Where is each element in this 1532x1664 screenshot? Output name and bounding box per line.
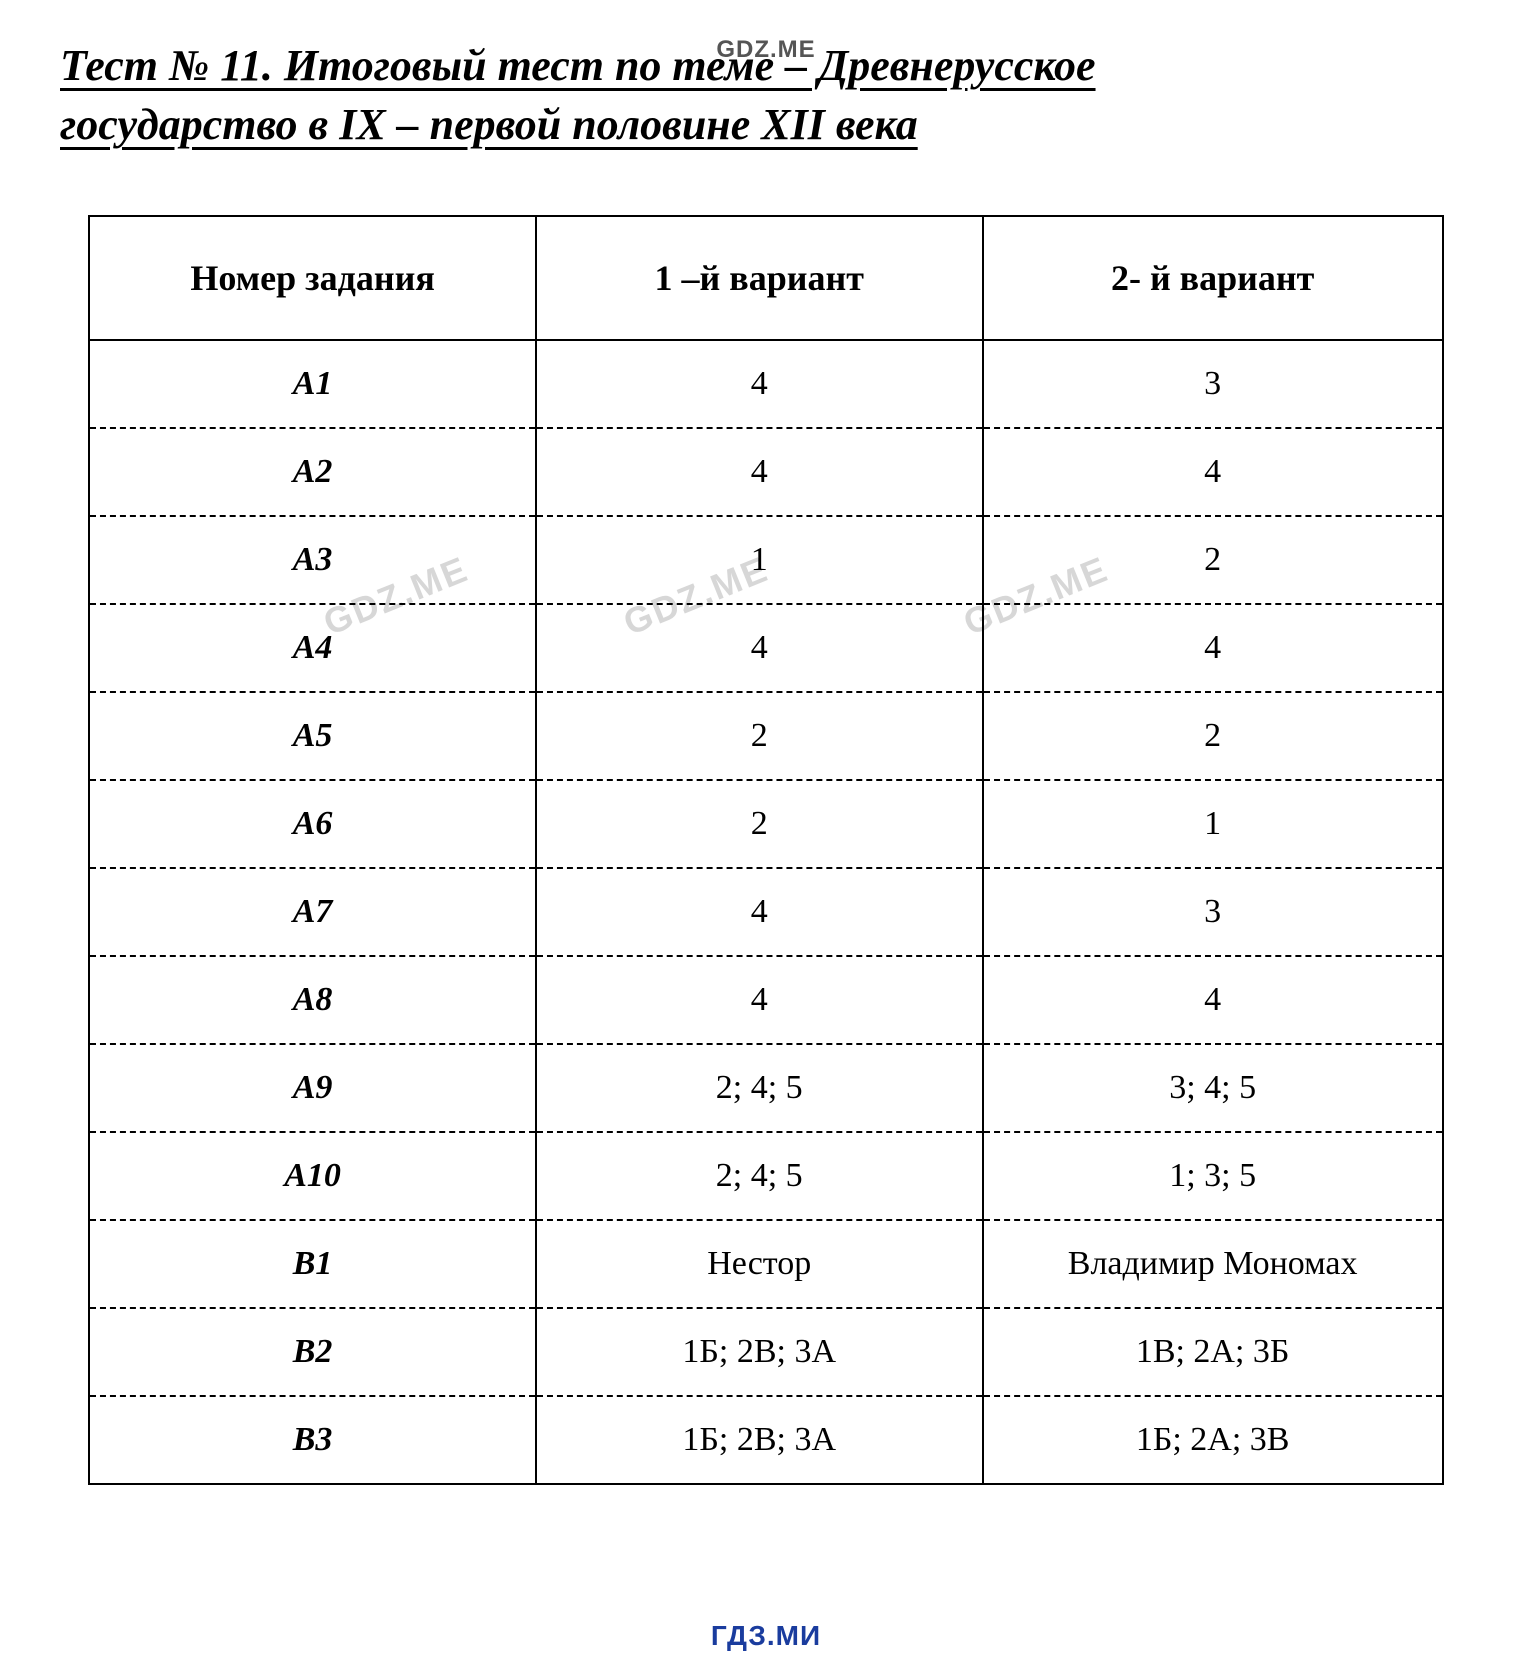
cell-task: А9 <box>89 1044 536 1132</box>
cell-v2: 4 <box>983 604 1443 692</box>
cell-v2: 4 <box>983 428 1443 516</box>
cell-v2: 1; 3; 5 <box>983 1132 1443 1220</box>
watermark-bottom: ГДЗ.МИ <box>711 1620 821 1652</box>
table-body: А1 4 3 А2 4 4 А3 1 2 А4 4 4 А5 2 <box>89 340 1443 1484</box>
col-header-task: Номер задания <box>89 216 536 340</box>
cell-v2: 4 <box>983 956 1443 1044</box>
cell-v2: 3 <box>983 340 1443 428</box>
cell-v2: 2 <box>983 516 1443 604</box>
cell-task: А5 <box>89 692 536 780</box>
table-row: А5 2 2 <box>89 692 1443 780</box>
cell-v1: 4 <box>536 340 983 428</box>
cell-task: А10 <box>89 1132 536 1220</box>
table-row: В3 1Б; 2В; 3А 1Б; 2А; 3В <box>89 1396 1443 1484</box>
table-row: В1 Нестор Владимир Мономах <box>89 1220 1443 1308</box>
cell-v2: 2 <box>983 692 1443 780</box>
cell-v1: Нестор <box>536 1220 983 1308</box>
cell-v1: 1 <box>536 516 983 604</box>
cell-task: В3 <box>89 1396 536 1484</box>
cell-task: А4 <box>89 604 536 692</box>
cell-task: В2 <box>89 1308 536 1396</box>
table-row: А1 4 3 <box>89 340 1443 428</box>
cell-v1: 2 <box>536 692 983 780</box>
cell-task: А6 <box>89 780 536 868</box>
cell-v1: 1Б; 2В; 3А <box>536 1396 983 1484</box>
cell-v1: 4 <box>536 956 983 1044</box>
table-row: А2 4 4 <box>89 428 1443 516</box>
title-line-2: государство в IX – первой половине XII в… <box>60 95 1472 154</box>
col-header-variant1: 1 –й вариант <box>536 216 983 340</box>
table-row: А8 4 4 <box>89 956 1443 1044</box>
table-header-row: Номер задания 1 –й вариант 2- й вариант <box>89 216 1443 340</box>
cell-task: А7 <box>89 868 536 956</box>
cell-v1: 2 <box>536 780 983 868</box>
cell-v2: 1 <box>983 780 1443 868</box>
table-row: А3 1 2 <box>89 516 1443 604</box>
cell-task: А8 <box>89 956 536 1044</box>
table-row: В2 1Б; 2В; 3А 1В; 2А; 3Б <box>89 1308 1443 1396</box>
cell-v2: 1В; 2А; 3Б <box>983 1308 1443 1396</box>
cell-v1: 2; 4; 5 <box>536 1044 983 1132</box>
answer-table: Номер задания 1 –й вариант 2- й вариант … <box>88 215 1444 1485</box>
table-row: А9 2; 4; 5 3; 4; 5 <box>89 1044 1443 1132</box>
cell-v2: Владимир Мономах <box>983 1220 1443 1308</box>
table-row: А6 2 1 <box>89 780 1443 868</box>
cell-v2: 3 <box>983 868 1443 956</box>
table-row: А7 4 3 <box>89 868 1443 956</box>
table-row: А4 4 4 <box>89 604 1443 692</box>
cell-task: А3 <box>89 516 536 604</box>
cell-v1: 4 <box>536 604 983 692</box>
cell-v2: 1Б; 2А; 3В <box>983 1396 1443 1484</box>
cell-v1: 1Б; 2В; 3А <box>536 1308 983 1396</box>
watermark-top: GDZ.ME <box>716 36 815 64</box>
cell-v1: 4 <box>536 428 983 516</box>
cell-v1: 4 <box>536 868 983 956</box>
cell-v2: 3; 4; 5 <box>983 1044 1443 1132</box>
cell-task: А1 <box>89 340 536 428</box>
col-header-variant2: 2- й вариант <box>983 216 1443 340</box>
cell-v1: 2; 4; 5 <box>536 1132 983 1220</box>
cell-task: В1 <box>89 1220 536 1308</box>
cell-task: А2 <box>89 428 536 516</box>
table-row: А10 2; 4; 5 1; 3; 5 <box>89 1132 1443 1220</box>
